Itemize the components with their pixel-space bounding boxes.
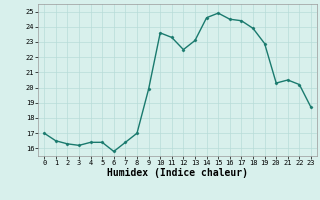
X-axis label: Humidex (Indice chaleur): Humidex (Indice chaleur)	[107, 168, 248, 178]
